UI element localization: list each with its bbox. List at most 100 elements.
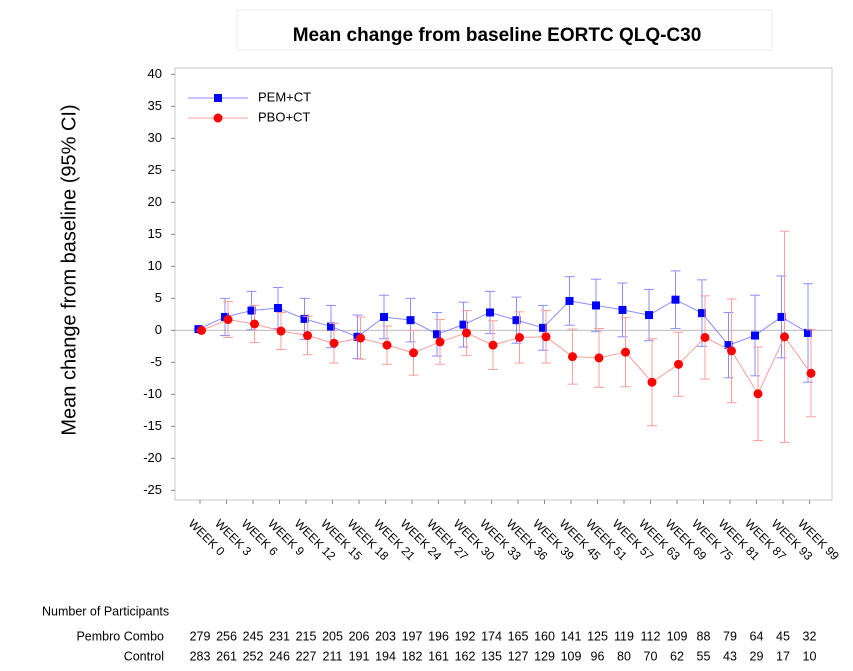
participants-count: 64 bbox=[750, 629, 764, 643]
chart-title: Mean change from baseline EORTC QLQ-C30 bbox=[293, 25, 702, 46]
marker bbox=[382, 340, 392, 350]
marker bbox=[568, 352, 577, 362]
participants-count: 135 bbox=[481, 649, 502, 663]
y-tick-label: 0 bbox=[155, 322, 162, 337]
participants-count: 88 bbox=[697, 629, 711, 643]
legend-label: PBO+CT bbox=[258, 109, 310, 124]
participants-row-label: Pembro Combo bbox=[76, 629, 164, 643]
participants-count: 182 bbox=[402, 649, 423, 663]
marker bbox=[727, 346, 736, 356]
participants-count: 203 bbox=[375, 629, 396, 643]
marker bbox=[724, 341, 733, 350]
participants-count: 125 bbox=[587, 629, 608, 643]
y-axis-label: Mean change from baseline (95% CI) bbox=[58, 104, 80, 435]
participants-count: 109 bbox=[667, 629, 688, 643]
marker bbox=[621, 347, 630, 357]
y-tick-label: -20 bbox=[143, 450, 162, 465]
y-tick-label: 25 bbox=[148, 162, 162, 177]
marker bbox=[433, 330, 441, 339]
participants-count: 141 bbox=[561, 629, 582, 643]
marker bbox=[698, 309, 706, 318]
marker bbox=[674, 359, 683, 369]
marker bbox=[462, 328, 471, 338]
participants-count: 62 bbox=[670, 649, 684, 663]
y-tick-label: 30 bbox=[148, 130, 162, 145]
marker bbox=[486, 308, 494, 317]
y-tick-label: 20 bbox=[148, 194, 162, 209]
participants-count: 29 bbox=[750, 649, 764, 663]
participants-count: 191 bbox=[349, 649, 370, 663]
participants-count: 231 bbox=[269, 629, 290, 643]
marker bbox=[780, 332, 789, 342]
participants-row-label: Control bbox=[124, 649, 164, 663]
marker bbox=[329, 338, 339, 348]
participants-count: 215 bbox=[296, 629, 317, 643]
marker bbox=[515, 332, 524, 342]
participants-count: 196 bbox=[428, 629, 449, 643]
marker bbox=[751, 331, 759, 340]
y-tick-label: 15 bbox=[148, 226, 162, 241]
marker bbox=[300, 314, 309, 323]
participants-count: 211 bbox=[323, 649, 343, 663]
participants-count: 32 bbox=[803, 629, 817, 643]
participants-count: 162 bbox=[455, 649, 476, 663]
marker bbox=[565, 296, 574, 305]
marker bbox=[303, 331, 312, 341]
participants-count: 252 bbox=[243, 649, 264, 663]
participants-count: 70 bbox=[644, 649, 658, 663]
marker bbox=[488, 340, 498, 350]
y-tick-label: -15 bbox=[143, 418, 162, 433]
marker bbox=[806, 368, 816, 378]
marker bbox=[594, 353, 604, 363]
participants-count: 79 bbox=[723, 629, 737, 643]
participants-count: 283 bbox=[190, 649, 211, 663]
participants-count: 227 bbox=[296, 649, 317, 663]
marker bbox=[777, 312, 786, 321]
participants-count: 55 bbox=[697, 649, 711, 663]
participants-count: 206 bbox=[349, 629, 370, 643]
participants-count: 246 bbox=[269, 649, 290, 663]
marker bbox=[700, 332, 710, 342]
participants-count: 129 bbox=[534, 649, 555, 663]
participants-count: 160 bbox=[534, 629, 555, 643]
y-tick-label: 5 bbox=[155, 290, 162, 305]
participants-count: 279 bbox=[190, 629, 211, 643]
marker bbox=[671, 295, 680, 304]
marker bbox=[380, 312, 388, 321]
legend-marker bbox=[214, 94, 222, 102]
y-tick-label: -5 bbox=[150, 354, 162, 369]
participants-count: 174 bbox=[481, 629, 502, 643]
plot-frame bbox=[174, 67, 833, 501]
participants-count: 261 bbox=[216, 649, 237, 663]
legend-label: PEM+CT bbox=[258, 89, 311, 104]
participants-count: 127 bbox=[508, 649, 529, 663]
marker bbox=[804, 328, 812, 337]
y-tick-label: 40 bbox=[148, 66, 162, 81]
participants-count: 165 bbox=[508, 629, 529, 643]
legend-marker bbox=[213, 113, 223, 123]
title-box bbox=[236, 9, 773, 51]
participants-count: 245 bbox=[243, 629, 264, 643]
marker bbox=[539, 323, 547, 332]
participants-count: 256 bbox=[216, 629, 237, 643]
participants-count: 43 bbox=[723, 649, 737, 663]
marker bbox=[592, 301, 600, 310]
marker bbox=[274, 304, 282, 312]
participants-count: 119 bbox=[614, 629, 634, 643]
participants-title: Number of Participants bbox=[42, 604, 169, 618]
marker bbox=[459, 320, 468, 329]
series-line bbox=[198, 299, 809, 346]
participants-count: 80 bbox=[617, 649, 631, 663]
marker bbox=[276, 326, 286, 336]
marker bbox=[645, 311, 653, 320]
marker bbox=[223, 315, 233, 325]
marker bbox=[327, 322, 335, 331]
participants-count: 161 bbox=[428, 649, 449, 663]
marker bbox=[356, 333, 365, 343]
marker bbox=[406, 316, 415, 325]
marker bbox=[435, 337, 445, 347]
y-tick-label: 10 bbox=[148, 258, 162, 273]
participants-count: 197 bbox=[402, 629, 423, 643]
participants-count: 109 bbox=[561, 649, 582, 663]
